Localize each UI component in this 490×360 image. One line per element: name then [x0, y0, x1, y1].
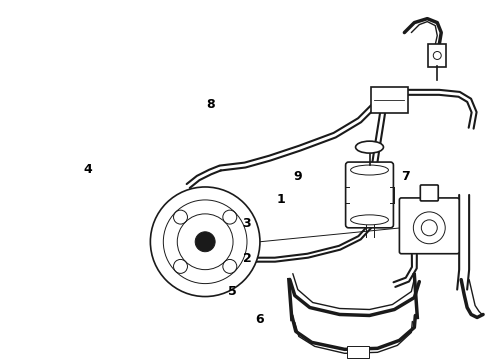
- FancyBboxPatch shape: [345, 162, 393, 228]
- FancyBboxPatch shape: [346, 346, 368, 358]
- FancyBboxPatch shape: [399, 198, 459, 254]
- Circle shape: [195, 232, 215, 252]
- Ellipse shape: [356, 141, 384, 153]
- Text: 3: 3: [243, 216, 251, 230]
- Circle shape: [150, 187, 260, 297]
- Text: 2: 2: [243, 252, 251, 265]
- Text: 1: 1: [277, 193, 286, 206]
- Text: 6: 6: [255, 313, 264, 327]
- Text: 7: 7: [401, 170, 410, 183]
- Text: 9: 9: [294, 170, 302, 183]
- Text: 4: 4: [84, 163, 93, 176]
- FancyBboxPatch shape: [420, 185, 438, 201]
- FancyBboxPatch shape: [370, 87, 408, 113]
- Text: 8: 8: [206, 98, 215, 111]
- Text: 5: 5: [228, 285, 237, 298]
- FancyBboxPatch shape: [428, 44, 446, 67]
